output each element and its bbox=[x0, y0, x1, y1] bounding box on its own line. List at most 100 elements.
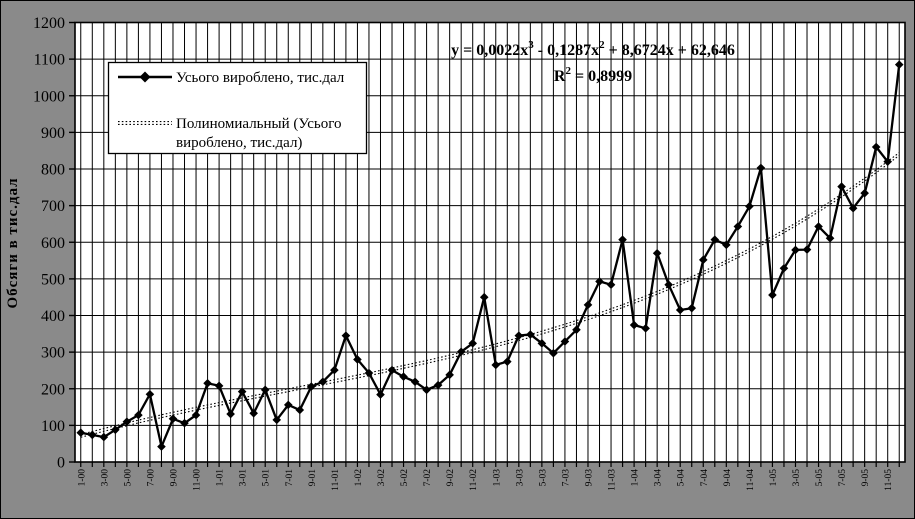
data-point-marker bbox=[549, 348, 558, 358]
x-tick-label: 1-00 bbox=[77, 469, 87, 487]
legend-label-trendline-line2: вироблено, тис.дал) bbox=[176, 135, 302, 151]
x-tick-label: 5-03 bbox=[538, 469, 548, 487]
data-point-marker bbox=[745, 202, 754, 211]
data-point-marker bbox=[433, 380, 443, 390]
x-tick-label: 9-05 bbox=[861, 469, 871, 487]
data-point-marker bbox=[341, 331, 351, 340]
data-point-marker bbox=[618, 235, 627, 244]
x-tick-label: 5-05 bbox=[815, 469, 825, 487]
data-series-line bbox=[76, 60, 904, 451]
trendline-polynomial bbox=[80, 152, 900, 438]
data-point-marker bbox=[629, 320, 639, 330]
data-point-marker bbox=[157, 442, 166, 451]
x-tick-label: 7-04 bbox=[700, 469, 710, 487]
x-tick-label: 1-04 bbox=[631, 469, 641, 487]
data-point-marker bbox=[871, 142, 881, 152]
x-tick-label: 3-01 bbox=[239, 469, 249, 487]
x-tick-label: 7-03 bbox=[561, 469, 571, 487]
data-point-marker bbox=[502, 357, 512, 366]
x-tick-label: 11-02 bbox=[469, 469, 479, 491]
data-point-marker bbox=[203, 378, 212, 388]
equation-line: y = 0,0022x3​ - 0,1287x2​ + 8,6724x + 62… bbox=[451, 39, 735, 59]
data-point-marker bbox=[180, 418, 189, 428]
data-point-marker bbox=[226, 409, 235, 419]
y-tick-label: 0 bbox=[57, 455, 65, 472]
x-tick-label: 3-02 bbox=[377, 469, 387, 487]
y-tick-label: 900 bbox=[41, 125, 65, 142]
data-point-marker bbox=[572, 325, 581, 335]
data-point-marker bbox=[387, 365, 397, 375]
data-point-marker bbox=[664, 280, 673, 290]
data-point-marker bbox=[595, 277, 604, 286]
x-tick-label: 1-05 bbox=[769, 469, 779, 487]
x-tick-label: 9-00 bbox=[169, 469, 179, 487]
data-point-marker bbox=[99, 432, 109, 442]
gridlines bbox=[75, 22, 905, 463]
x-tick-label: 1-02 bbox=[354, 469, 364, 487]
data-point-marker bbox=[260, 385, 270, 395]
legend-samples bbox=[118, 71, 172, 125]
data-point-marker bbox=[445, 370, 454, 380]
data-point-marker bbox=[214, 381, 224, 391]
x-tick-label: 7-01 bbox=[285, 469, 295, 487]
data-point-marker bbox=[894, 60, 904, 69]
legend-label-series: Усього вироблено, тис.дал bbox=[176, 70, 345, 86]
data-point-marker bbox=[825, 233, 835, 243]
data-point-marker bbox=[422, 385, 431, 395]
y-tick-label: 700 bbox=[41, 198, 65, 215]
data-point-marker bbox=[318, 377, 328, 387]
x-tick-label: 1-01 bbox=[216, 469, 226, 487]
data-point-marker bbox=[134, 410, 143, 420]
data-point-marker bbox=[479, 292, 489, 302]
data-point-marker bbox=[330, 365, 339, 375]
x-tick-label: 11-01 bbox=[331, 469, 341, 491]
data-point-marker bbox=[307, 382, 316, 391]
y-tick-label: 400 bbox=[41, 308, 65, 325]
data-point-marker bbox=[814, 222, 823, 231]
data-point-marker bbox=[675, 305, 685, 315]
data-point-marker bbox=[698, 255, 708, 265]
data-point-marker bbox=[399, 372, 408, 381]
data-point-marker bbox=[687, 303, 697, 313]
data-point-marker bbox=[560, 337, 570, 346]
data-point-marker bbox=[410, 377, 420, 387]
axes bbox=[69, 21, 906, 467]
data-point-marker bbox=[145, 389, 155, 399]
r-squared-line: R2​ = 0,8999 bbox=[554, 65, 632, 85]
data-point-marker bbox=[376, 390, 385, 399]
y-tick-label: 1100 bbox=[34, 52, 65, 69]
x-tick-label: 5-01 bbox=[262, 469, 272, 487]
y-tick-label: 500 bbox=[41, 271, 65, 288]
data-point-marker bbox=[733, 222, 743, 231]
x-tick-label: 7-02 bbox=[423, 469, 433, 487]
x-tick-label: 3-00 bbox=[100, 469, 110, 487]
data-point-marker bbox=[848, 203, 858, 213]
y-tick-label: 100 bbox=[41, 418, 65, 435]
x-tick-label: 11-05 bbox=[884, 469, 894, 491]
data-point-marker bbox=[491, 360, 501, 370]
data-point-marker bbox=[364, 368, 374, 378]
x-tick-label: 5-02 bbox=[400, 469, 410, 487]
data-point-marker bbox=[710, 235, 720, 244]
data-point-marker bbox=[768, 290, 777, 300]
data-point-marker bbox=[191, 410, 201, 420]
data-point-marker bbox=[537, 339, 547, 348]
data-point-marker bbox=[468, 339, 478, 348]
data-point-marker bbox=[87, 430, 97, 440]
y-tick-label: 200 bbox=[41, 381, 65, 398]
data-point-marker bbox=[76, 428, 86, 437]
x-tick-label: 9-04 bbox=[723, 469, 733, 487]
data-point-marker bbox=[883, 157, 893, 166]
x-tick-label: 9-01 bbox=[308, 469, 318, 487]
data-point-marker bbox=[272, 415, 282, 425]
x-tick-label: 9-02 bbox=[446, 469, 456, 487]
x-tick-label: 3-03 bbox=[515, 469, 525, 487]
data-point-marker bbox=[860, 188, 869, 198]
data-point-marker bbox=[237, 387, 247, 396]
data-point-marker bbox=[514, 331, 524, 340]
y-tick-label: 800 bbox=[41, 162, 65, 179]
y-axis-tick-labels: 0 100 200 300 400 500 600 700 800 900 1000 1100 1200 bbox=[33, 15, 65, 472]
x-tick-label: 1-03 bbox=[492, 469, 502, 487]
